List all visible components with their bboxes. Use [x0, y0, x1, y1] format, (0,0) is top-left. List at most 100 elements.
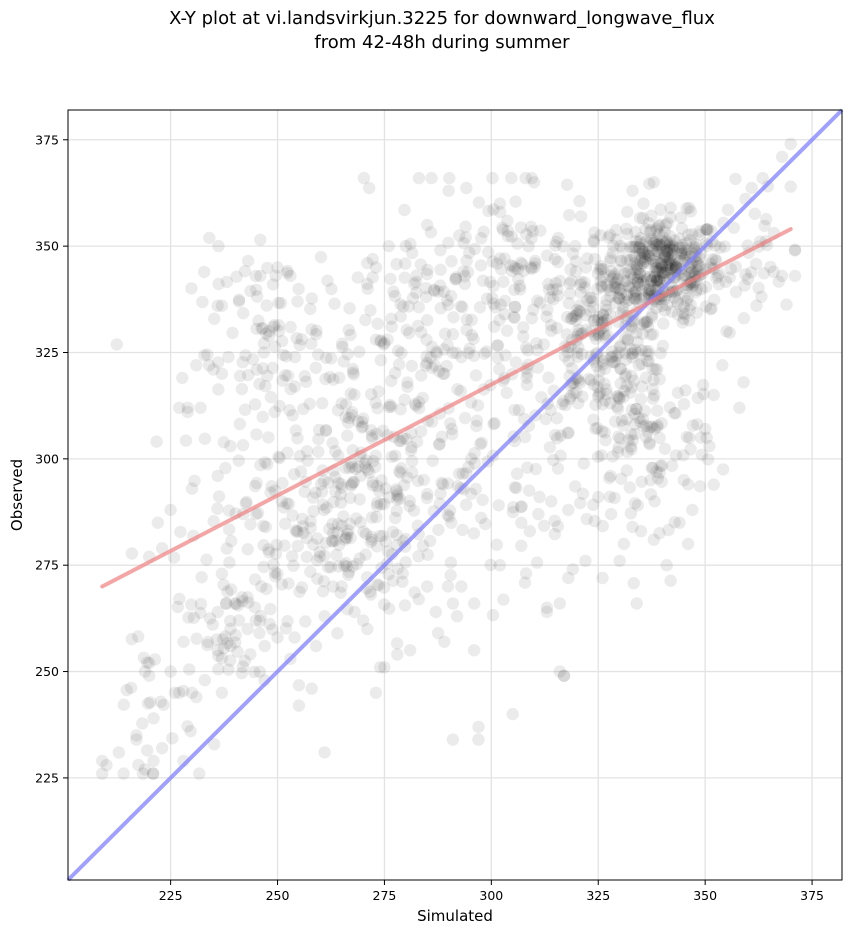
data-point [540, 310, 553, 323]
data-point [329, 534, 342, 547]
data-point [633, 247, 647, 261]
data-point [557, 669, 571, 682]
data-point [521, 461, 534, 474]
data-point [675, 247, 688, 261]
data-point [627, 374, 641, 387]
data-point [673, 516, 686, 529]
data-point [677, 449, 690, 462]
data-point [185, 686, 199, 699]
data-point [376, 529, 389, 543]
data-point [610, 349, 623, 363]
data-point [752, 281, 765, 295]
data-point [117, 767, 130, 780]
data-point [648, 422, 661, 435]
data-point [426, 454, 439, 467]
data-point [650, 244, 663, 258]
data-point [409, 286, 423, 299]
data-point [628, 497, 642, 510]
data-point [533, 296, 547, 309]
data-point [232, 614, 246, 627]
data-point [421, 263, 434, 277]
data-point [623, 240, 637, 254]
data-point [566, 563, 579, 576]
data-point [329, 485, 342, 498]
data-point [282, 497, 296, 511]
data-point [277, 501, 290, 514]
data-point [279, 622, 293, 635]
data-point [369, 449, 382, 462]
data-point [611, 390, 624, 403]
data-point [235, 666, 248, 680]
data-point [643, 177, 656, 190]
data-point [350, 512, 363, 525]
data-point [607, 268, 621, 281]
data-point [643, 283, 657, 297]
data-point [467, 527, 481, 540]
data-point [679, 248, 692, 262]
data-point [305, 292, 318, 305]
data-point [267, 558, 280, 571]
data-point [604, 290, 617, 303]
data-point [313, 545, 326, 559]
data-point [610, 400, 624, 413]
data-point [554, 429, 568, 442]
data-point [449, 273, 462, 286]
data-point [651, 363, 664, 376]
data-point [517, 264, 530, 278]
data-point [359, 461, 372, 474]
data-point [531, 361, 544, 374]
data-point [307, 538, 320, 551]
data-point [560, 178, 574, 191]
data-point [668, 407, 681, 420]
data-point [591, 282, 604, 296]
data-point [183, 663, 196, 676]
data-point [622, 265, 635, 278]
data-point [432, 523, 445, 536]
data-point [470, 419, 483, 433]
data-point [465, 452, 478, 465]
data-point [335, 337, 349, 350]
data-point [547, 453, 560, 467]
data-point [456, 467, 469, 480]
data-point [251, 506, 265, 520]
data-point [147, 712, 160, 725]
data-point [398, 599, 412, 612]
data-point [244, 648, 257, 661]
data-point [297, 402, 310, 416]
data-point [676, 241, 690, 255]
data-point [390, 637, 404, 650]
data-point [296, 512, 309, 526]
data-point [342, 568, 355, 581]
data-point [523, 525, 536, 538]
data-point [659, 250, 672, 263]
data-point [662, 254, 675, 267]
data-point [566, 247, 580, 260]
data-point [421, 580, 434, 593]
data-point [468, 457, 481, 470]
data-point [412, 171, 426, 185]
data-point [592, 388, 605, 401]
data-point [327, 527, 340, 540]
data-point [620, 274, 633, 288]
data-point [721, 203, 735, 216]
data-point [621, 332, 634, 346]
data-point [562, 297, 576, 310]
data-point [434, 263, 447, 276]
data-point [327, 495, 340, 509]
data-point [272, 296, 285, 310]
data-point [625, 403, 639, 416]
data-point [383, 491, 396, 504]
data-point [203, 612, 217, 625]
data-point [636, 244, 649, 258]
data-point [307, 505, 320, 518]
data-point [330, 548, 343, 562]
data-point [415, 326, 428, 339]
data-point [196, 295, 209, 309]
data-point [669, 258, 682, 271]
data-point [668, 516, 681, 529]
data-point [251, 290, 264, 303]
x-axis-label: Simulated [417, 907, 493, 925]
data-point [343, 517, 357, 531]
y-tick-label: 350 [35, 239, 59, 254]
data-point [164, 665, 177, 678]
